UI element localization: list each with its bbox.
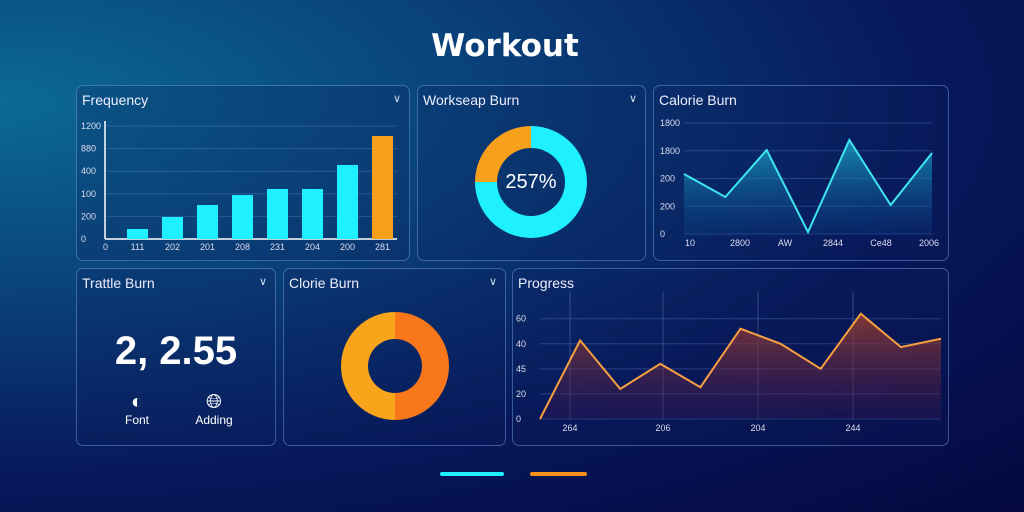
globe-icon: 🌐︎: [206, 391, 222, 413]
y-tick-label: 200: [660, 201, 675, 211]
trattle-burn-panel: Trattle Burn ∨ 2, 2.55 ◐ Font 🌐︎ Adding: [76, 268, 276, 446]
item-label: Adding: [195, 413, 233, 427]
bar: [337, 164, 358, 239]
workout-burn-panel: Workseap Burn ∨ 257%: [417, 85, 646, 261]
x-tick-label: 201: [200, 242, 215, 252]
y-tick-label: 40: [516, 339, 526, 349]
panel-title: Workseap Burn: [423, 92, 520, 108]
bar: [232, 195, 253, 239]
y-tick-label: 60: [516, 314, 526, 324]
calorie-burn-panel: Calorie Burn 0 200 200 1800 1800 10 2800 AW 2844…: [653, 85, 949, 261]
donut-segment: [475, 126, 587, 238]
x-tick-label: 200: [340, 242, 355, 252]
area-fill: [540, 313, 941, 419]
adding-item[interactable]: 🌐︎ Adding: [184, 391, 244, 427]
bar: [197, 205, 218, 239]
headphones-icon: ◐: [130, 391, 144, 413]
font-item[interactable]: ◐ Font: [107, 391, 167, 427]
x-tick-label: 281: [375, 242, 390, 252]
clorie-burn-panel: Clorie Burn ∨: [283, 268, 506, 446]
panel-title: Frequency: [82, 92, 149, 108]
y-tick-label: 45: [516, 364, 526, 374]
x-tick-label: 231: [270, 242, 285, 252]
y-tick-label: 1800: [660, 146, 680, 156]
origin-label: 0: [103, 242, 108, 252]
chevron-down-icon[interactable]: ∨: [488, 276, 497, 288]
y-tick-label: 880: [81, 144, 96, 154]
panel-title: Calorie Burn: [659, 92, 737, 108]
x-tick-label: 244: [845, 423, 860, 433]
page-indicator-1[interactable]: [440, 472, 504, 476]
y-tick-label: 100: [81, 189, 96, 199]
clorie-burn-donut: [341, 312, 449, 420]
donut-segment: [395, 312, 449, 420]
y-tick-label: 20: [516, 389, 526, 399]
item-label: Font: [124, 413, 149, 427]
x-tick-label: 264: [562, 423, 577, 433]
frequency-panel: Frequency ∨ 0 200 100 400 880 1200 0 111 202 201 2…: [76, 85, 410, 261]
x-tick-label: 206: [655, 423, 670, 433]
workout-burn-donut: [475, 126, 587, 238]
donut-segment: [341, 312, 395, 420]
x-tick-label: AW: [778, 238, 793, 248]
panel-title: Trattle Burn: [82, 275, 155, 291]
bar: [162, 216, 183, 239]
y-tick-label: 400: [81, 166, 96, 176]
x-tick-label: 208: [235, 242, 250, 252]
x-tick-label: 10: [685, 238, 695, 248]
x-tick-label: 111: [131, 242, 145, 252]
y-tick-label: 200: [660, 174, 675, 184]
x-tick-label: 2006: [919, 238, 939, 248]
donut-center-value: 257%: [505, 171, 557, 193]
calorie-burn-area-chart: 0 200 200 1800 1800 10 2800 AW 2844 Ce48 2006: [660, 118, 939, 248]
y-tick-label: 0: [516, 414, 521, 424]
x-tick-label: 204: [305, 242, 320, 252]
progress-area-chart: 0 20 45 40 60 264 206 204 244: [516, 292, 942, 433]
frequency-bar-chart: 0 200 100 400 880 1200 0 111 202 201 208 231 204 200 2…: [81, 121, 397, 252]
x-tick-label: 202: [165, 242, 180, 252]
y-tick-label: 0: [81, 234, 86, 244]
bar: [302, 188, 323, 239]
panel-title: Progress: [518, 275, 575, 291]
bar: [372, 135, 393, 239]
bar: [127, 229, 148, 239]
page-title: Workout: [431, 28, 579, 64]
donut-segment: [475, 126, 531, 182]
y-tick-label: 0: [660, 229, 665, 239]
chevron-down-icon[interactable]: ∨: [392, 93, 401, 105]
progress-panel: Progress 0 20 45 40 60 264 206 204 244: [512, 268, 949, 446]
page-indicator-2[interactable]: [530, 472, 587, 476]
x-tick-label: Ce48: [870, 238, 892, 248]
bar: [267, 188, 288, 239]
x-tick-label: 2844: [823, 238, 843, 248]
chevron-down-icon[interactable]: ∨: [258, 276, 267, 288]
chevron-down-icon[interactable]: ∨: [628, 93, 637, 105]
panel-title: Clorie Burn: [289, 275, 360, 291]
y-tick-label: 1800: [660, 118, 680, 128]
y-tick-label: 1200: [81, 121, 101, 131]
area-fill: [684, 140, 932, 234]
x-tick-label: 2800: [730, 238, 750, 248]
metric-value: 2, 2.55: [114, 329, 238, 373]
x-tick-label: 204: [750, 423, 765, 433]
y-tick-label: 200: [81, 211, 96, 221]
